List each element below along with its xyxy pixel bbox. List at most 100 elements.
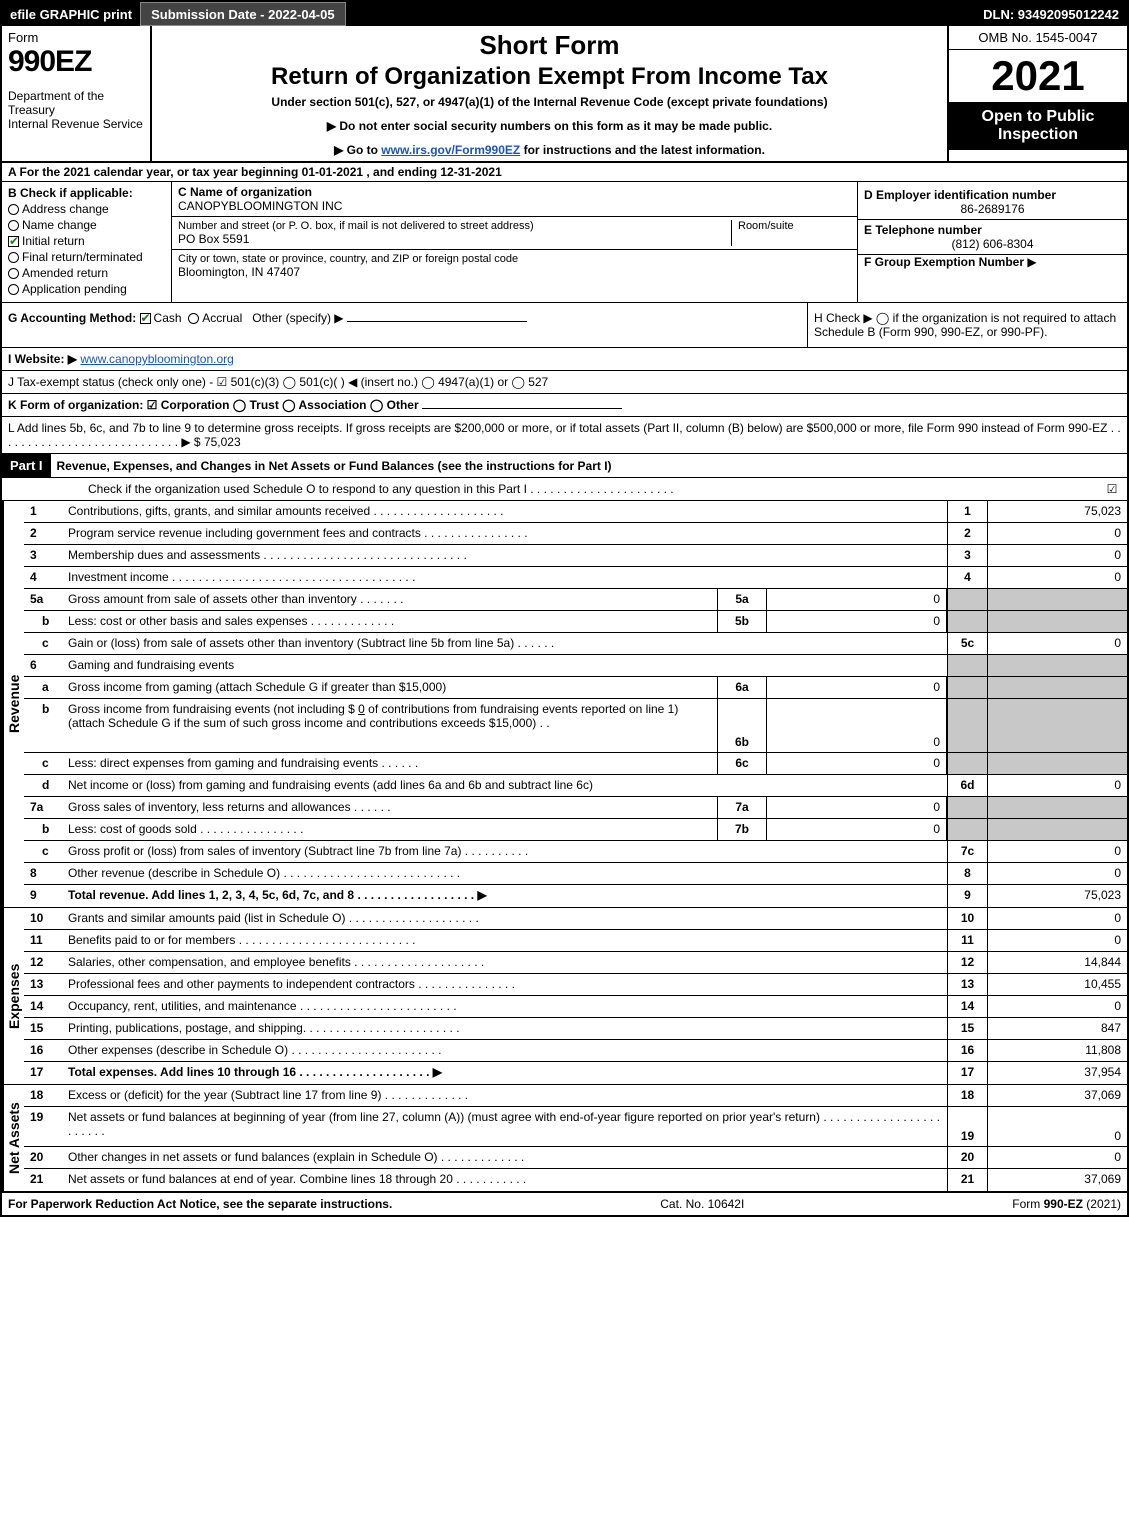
tax-year: 2021 [949,50,1127,102]
section-bcdef: B Check if applicable: Address change Na… [2,182,1127,303]
amt-21: 37,069 [987,1169,1127,1191]
irs-label: Internal Revenue Service [8,117,144,131]
g-accounting: G Accounting Method: Cash Accrual Other … [2,303,807,347]
amt-17: 37,954 [987,1062,1127,1084]
line-16: 16 Other expenses (describe in Schedule … [24,1040,1127,1062]
amt-18: 37,069 [987,1085,1127,1106]
amt-6d: 0 [987,775,1127,796]
form-number: 990EZ [8,45,144,79]
part1-label: Part I [2,454,51,477]
amt-8: 0 [987,863,1127,884]
expenses-side-label: Expenses [2,908,24,1084]
check-name-change[interactable]: Name change [8,218,165,232]
sv-5a: 0 [767,589,947,610]
net-side-label: Net Assets [2,1085,24,1191]
return-title: Return of Organization Exempt From Incom… [160,63,939,91]
footer-cat: Cat. No. 10642I [660,1197,744,1211]
efile-print[interactable]: efile GRAPHIC print [2,2,140,26]
room-label: Room/suite [731,220,851,246]
amt-20: 0 [987,1147,1127,1168]
page-footer: For Paperwork Reduction Act Notice, see … [2,1191,1127,1215]
amt-13: 10,455 [987,974,1127,995]
footer-right: Form 990-EZ (2021) [1012,1197,1121,1211]
amt-1: 75,023 [987,501,1127,522]
phone-value: (812) 606-8304 [864,237,1121,251]
amt-11: 0 [987,930,1127,951]
revenue-side-label: Revenue [2,501,24,907]
l-gross-receipts: L Add lines 5b, 6c, and 7b to line 9 to … [2,417,1127,454]
line-19: 19 Net assets or fund balances at beginn… [24,1107,1127,1147]
amt-12: 14,844 [987,952,1127,973]
header-center: Short Form Return of Organization Exempt… [152,26,947,161]
dept-treasury: Department of the Treasury [8,89,144,117]
short-form-title: Short Form [160,30,939,61]
form-990ez: efile GRAPHIC print Submission Date - 20… [0,0,1129,1217]
line-7b: b Less: cost of goods sold . . . . . . .… [24,819,1127,841]
sv-7a: 0 [767,797,947,818]
check-app-pending[interactable]: Application pending [8,282,165,296]
line-18: 18 Excess or (deficit) for the year (Sub… [24,1085,1127,1107]
sv-6a: 0 [767,677,947,698]
amt-3: 0 [987,545,1127,566]
line-9: 9 Total revenue. Add lines 1, 2, 3, 4, 5… [24,885,1127,907]
dln: DLN: 93492095012242 [983,7,1127,22]
k-other-blank[interactable] [422,408,622,409]
amt-19: 0 [987,1107,1127,1146]
i-website-row: I Website: ▶ www.canopybloomington.org [2,348,1127,371]
amt-16: 11,808 [987,1040,1127,1061]
sv-5b: 0 [767,611,947,632]
sv-6c: 0 [767,753,947,774]
line-5c: c Gain or (loss) from sale of assets oth… [24,633,1127,655]
website-link[interactable]: www.canopybloomington.org [80,352,233,366]
g-cash-check[interactable] [140,313,151,324]
line-1: 1 Contributions, gifts, grants, and simi… [24,501,1127,523]
check-address-change[interactable]: Address change [8,202,165,216]
c-addr-row: Number and street (or P. O. box, if mail… [172,217,857,250]
expenses-section: Expenses 10 Grants and similar amounts p… [2,908,1127,1085]
line-10: 10 Grants and similar amounts paid (list… [24,908,1127,930]
line-20: 20 Other changes in net assets or fund b… [24,1147,1127,1169]
note2-post: for instructions and the latest informat… [520,143,765,157]
k-form-org: K Form of organization: ☑ Corporation ◯ … [2,394,1127,417]
col-b-checks: B Check if applicable: Address change Na… [2,182,172,302]
part1-header-row: Part I Revenue, Expenses, and Changes in… [2,454,1127,478]
g-accrual: Accrual [202,311,242,325]
line-6c: c Less: direct expenses from gaming and … [24,753,1127,775]
f-group-block: F Group Exemption Number ▶ [864,255,1121,269]
amt-15: 847 [987,1018,1127,1039]
sv-6b: 0 [767,699,947,752]
part1-check-note: Check if the organization used Schedule … [82,478,1097,500]
g-label: G Accounting Method: [8,311,136,325]
note2-pre: ▶ Go to [334,143,381,157]
subtitle: Under section 501(c), 527, or 4947(a)(1)… [160,95,939,109]
org-name: CANOPYBLOOMINGTON INC [178,199,851,213]
amt-4: 0 [987,567,1127,588]
ein-value: 86-2689176 [864,202,1121,216]
check-initial-return[interactable]: Initial return [8,234,165,248]
g-other: Other (specify) ▶ [252,311,343,325]
check-final-return[interactable]: Final return/terminated [8,250,165,264]
line-6: 6 Gaming and fundraising events [24,655,1127,677]
city-label: City or town, state or province, country… [178,253,851,265]
part1-schedO-row: Check if the organization used Schedule … [2,478,1127,501]
b-label: B Check if applicable: [8,186,165,200]
org-address: PO Box 5591 [178,232,731,246]
top-bar: efile GRAPHIC print Submission Date - 20… [2,2,1127,26]
line-4: 4 Investment income . . . . . . . . . . … [24,567,1127,589]
g-other-blank[interactable] [347,321,527,322]
f-label: F Group Exemption Number [864,255,1024,269]
expenses-body: 10 Grants and similar amounts paid (list… [24,908,1127,1084]
irs-link[interactable]: www.irs.gov/Form990EZ [381,143,520,157]
line-8: 8 Other revenue (describe in Schedule O)… [24,863,1127,885]
d-label: D Employer identification number [864,188,1121,202]
header-left: Form 990EZ Department of the Treasury In… [2,26,152,161]
line-6d: d Net income or (loss) from gaming and f… [24,775,1127,797]
check-amended[interactable]: Amended return [8,266,165,280]
part1-schedO-check[interactable]: ☑ [1097,482,1127,496]
line-7c: c Gross profit or (loss) from sales of i… [24,841,1127,863]
line-5b: b Less: cost or other basis and sales ex… [24,611,1127,633]
addr-label: Number and street (or P. O. box, if mail… [178,220,731,232]
line-2: 2 Program service revenue including gove… [24,523,1127,545]
g-accrual-radio[interactable] [188,313,199,324]
submission-date: Submission Date - 2022-04-05 [140,2,346,26]
